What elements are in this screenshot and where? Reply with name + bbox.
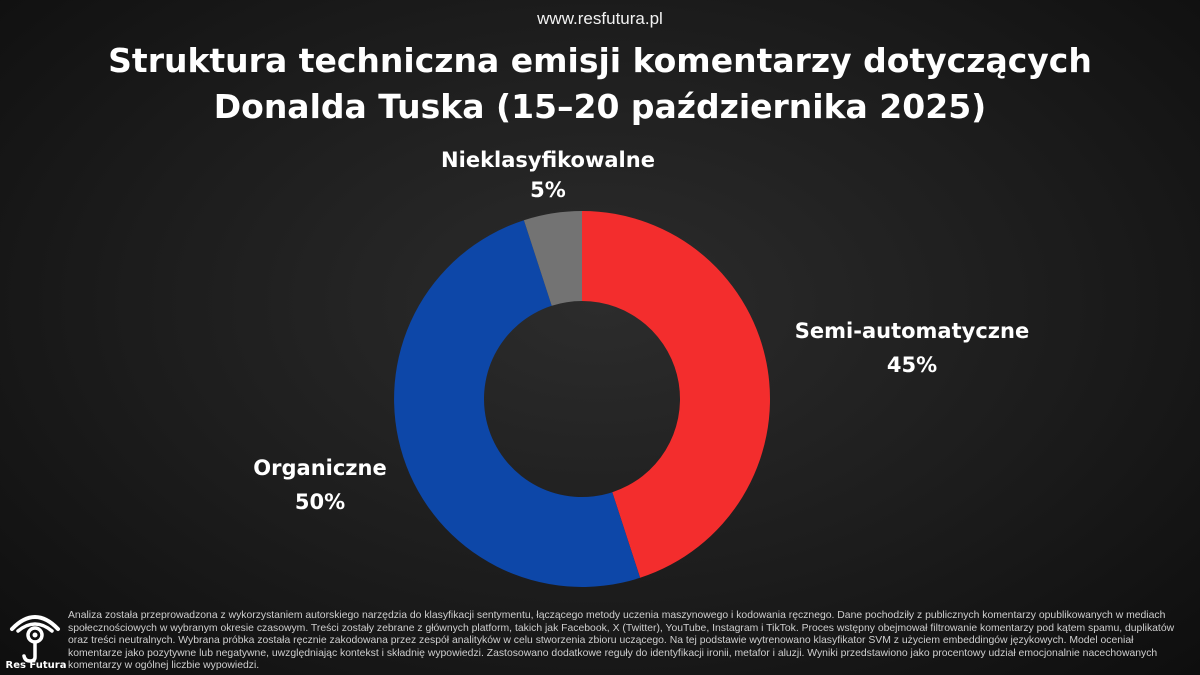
slice-value-label: 45% [887,353,937,377]
slice-organiczne [394,220,641,587]
logo-text: Res Futura [5,660,67,671]
chart-title: Struktura techniczna emisji komentarzy d… [108,41,1092,126]
slice-name-label: Organiczne [253,456,386,480]
methodology-footnote: Analiza została przeprowadzona z wykorzy… [68,610,1175,672]
slice-semi-automatyczne [582,211,770,578]
slice-value-label: 5% [530,178,566,202]
slice-nieklasyfikowalne [523,211,582,306]
slice-name-label: Nieklasyfikowalne [441,148,655,172]
site-url: www.resfutura.pl [537,9,663,28]
eye-logo-icon [10,615,60,663]
slice-value-label: 50% [295,490,345,514]
slice-name-label: Semi-automatyczne [795,319,1029,343]
